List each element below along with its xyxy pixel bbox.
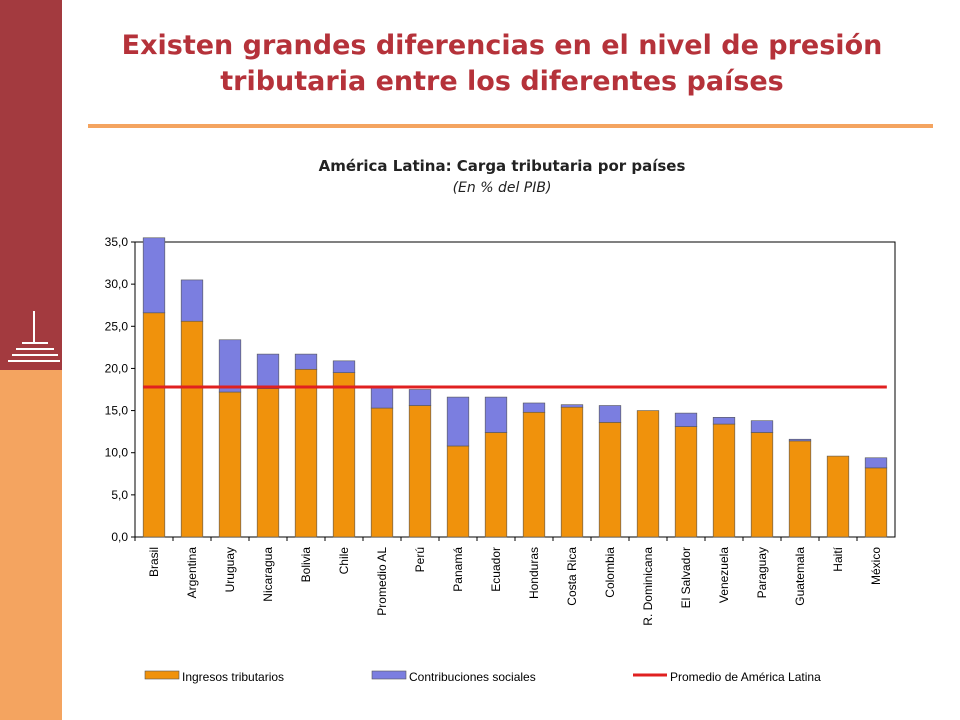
bar-contribuciones [256,353,280,389]
x-tick-label: Guatemala [793,547,807,606]
x-tick-label: Ecuador [489,547,503,592]
x-tick-label: Honduras [527,547,541,599]
bar-contribuciones [218,339,242,393]
slide-title-line-2: tributaria entre los diferentes países [220,66,784,97]
bar-ingresos [180,320,204,538]
bar-ingresos [446,445,470,538]
slide-title-line-1: Existen grandes diferencias en el nivel … [121,30,883,61]
x-tick-label: Haití [831,546,845,571]
x-tick-label: Colombia [603,547,617,598]
x-tick-label: Promedio AL [375,547,389,616]
bar-contribuciones [788,438,812,442]
bar-contribuciones [674,412,698,427]
bar-contribuciones [750,420,774,433]
legend-label: Ingresos tributarios [182,670,284,684]
bar-contribuciones [446,396,470,447]
chart-title: América Latina: Carga tributaria por paí… [318,157,686,175]
legend-swatch-ingresos [144,670,180,680]
y-tick-label: 20,0 [105,361,129,375]
legend-label: Contribuciones sociales [409,670,536,684]
bar-ingresos [712,423,736,538]
bar-contribuciones [864,457,888,469]
bar-contribuciones [484,396,508,433]
x-tick-label: Venezuela [717,547,731,603]
bar-contribuciones [142,237,166,314]
bar-ingresos [142,312,166,538]
bar-ingresos [484,432,508,538]
y-tick-label: 0,0 [111,530,128,544]
bar-ingresos [636,410,660,538]
x-tick-label: Argentina [185,547,199,599]
x-tick-label: R. Dominicana [641,547,655,626]
x-tick-label: El Salvador [679,547,693,608]
x-tick-label: Panamá [451,547,465,592]
bar-ingresos [370,407,394,538]
bar-ingresos [294,368,318,538]
bar-ingresos [674,426,698,538]
bar-ingresos [218,391,242,538]
bar-contribuciones [522,402,546,413]
left-band-top [0,0,62,370]
bar-contribuciones [598,405,622,423]
chart-subtitle: (En % del PIB) [452,180,552,196]
bar-ingresos [864,467,888,538]
bar-ingresos [750,432,774,538]
x-tick-label: Perú [413,547,427,572]
y-tick-label: 15,0 [105,404,129,418]
bar-ingresos [408,405,432,538]
bar-ingresos [598,422,622,538]
x-tick-label: México [869,547,883,585]
plot-area [134,241,896,538]
x-tick-label: Costa Rica [565,547,579,606]
bar-contribuciones [332,360,356,373]
x-tick-label: Chile [337,547,351,575]
bar-contribuciones [180,279,204,322]
bar-ingresos [826,455,850,538]
bar-contribuciones [294,353,318,370]
y-tick-label: 35,0 [105,235,129,249]
bar-ingresos [560,406,584,538]
y-tick-label: 25,0 [105,319,129,333]
x-tick-label: Bolivia [299,547,313,583]
y-tick-label: 10,0 [105,446,129,460]
title-divider [88,124,933,128]
bar-contribuciones [712,417,736,425]
slide-title: Existen grandes diferencias en el nivel … [62,28,942,100]
bar-contribuciones [560,404,584,408]
bar-ingresos [788,440,812,538]
bar-ingresos [256,388,280,538]
left-band-bottom [0,370,62,720]
bar-contribuciones [408,389,432,406]
y-tick-label: 30,0 [105,277,129,291]
x-tick-label: Paraguay [755,547,769,598]
x-tick-label: Uruguay [223,547,237,592]
legend-label: Promedio de América Latina [670,670,821,684]
legend-swatch-contribuciones [371,670,407,680]
bar-ingresos [332,372,356,538]
bar-contribuciones [370,386,394,409]
logo-icon [8,311,60,362]
bar-ingresos [522,411,546,538]
y-tick-label: 5,0 [111,488,128,502]
x-tick-label: Brasil [147,547,161,577]
x-tick-label: Nicaragua [261,547,275,602]
